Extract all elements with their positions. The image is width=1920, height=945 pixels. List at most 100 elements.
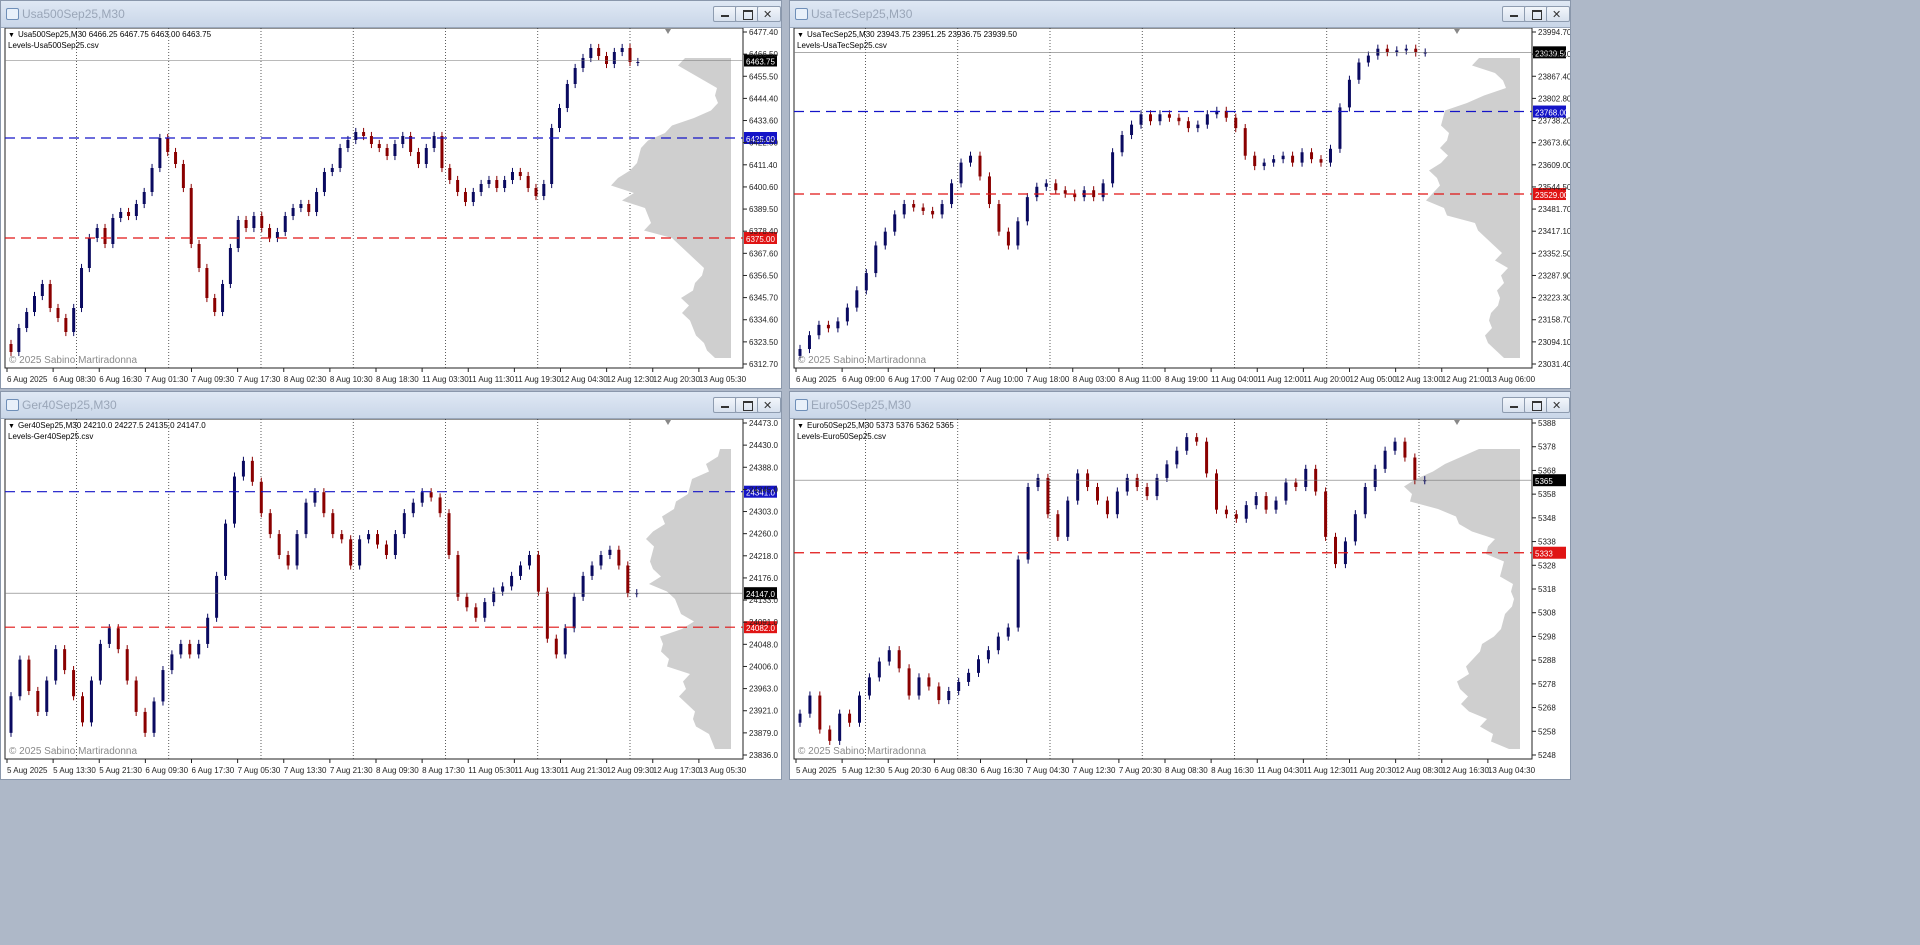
y-tick-label: 23031.40 bbox=[1538, 360, 1570, 369]
chart-shift-marker[interactable] bbox=[1454, 420, 1460, 425]
x-tick-label: 12 Aug 08:30 bbox=[1396, 766, 1444, 775]
candle-body bbox=[1338, 107, 1342, 149]
candle-body bbox=[384, 544, 388, 555]
maximize-button[interactable] bbox=[1524, 397, 1548, 413]
minimize-button[interactable] bbox=[1502, 397, 1526, 413]
candle-body bbox=[917, 677, 921, 696]
x-tick-label: 12 Aug 20:30 bbox=[653, 375, 701, 384]
candle-body bbox=[1262, 162, 1266, 167]
candle-body bbox=[836, 321, 840, 329]
candle-body bbox=[416, 152, 420, 164]
candle-body bbox=[411, 502, 415, 514]
candle-body bbox=[1158, 114, 1162, 122]
chart-menu-arrow-icon[interactable]: ▼ bbox=[8, 32, 15, 39]
y-tick-label: 23931.10 bbox=[1538, 50, 1570, 59]
window-titlebar[interactable]: Ger40Sep25,M30 bbox=[1, 392, 781, 419]
window-titlebar[interactable]: Usa500Sep25,M30 bbox=[1, 1, 781, 28]
x-tick-label: 5 Aug 2025 bbox=[7, 766, 48, 775]
price-chart[interactable]: 24147.0 24341.0 24082.0 24473.0 24430.0 24388… bbox=[1, 419, 781, 779]
price-chart[interactable]: 6463.75 6425.00 6375.00 6477.40 6466.50 6455.… bbox=[1, 28, 781, 388]
candle-body bbox=[581, 58, 585, 68]
y-tick-label: 23352.50 bbox=[1538, 249, 1570, 258]
chart-window-icon bbox=[795, 399, 808, 411]
plot-area[interactable] bbox=[4, 28, 744, 369]
candle-body bbox=[940, 204, 944, 215]
candle-body bbox=[125, 649, 129, 681]
y-tick-label: 24006.0 bbox=[749, 662, 778, 671]
chart-menu-arrow-icon[interactable]: ▼ bbox=[797, 32, 804, 39]
candle-body bbox=[402, 513, 406, 535]
x-tick-label: 8 Aug 19:00 bbox=[1165, 375, 1208, 384]
chart-window-euro50[interactable]: Euro50Sep25,M30 5365 5333 5388 5378 5368 5358… bbox=[789, 391, 1571, 780]
candle-body bbox=[921, 207, 925, 211]
candle-body bbox=[260, 216, 264, 228]
price-chart[interactable]: 5365 5333 5388 5378 5368 5358 5348 5338 5328 5318… bbox=[790, 419, 1570, 779]
close-button[interactable] bbox=[757, 6, 781, 22]
plot-area[interactable] bbox=[4, 419, 744, 760]
volume-profile bbox=[1426, 58, 1520, 358]
price-level-marker bbox=[744, 621, 777, 634]
candle-body bbox=[838, 713, 842, 741]
y-tick-label: 5388 bbox=[1538, 419, 1556, 428]
close-button[interactable] bbox=[1546, 6, 1570, 22]
chart-window-ger40[interactable]: Ger40Sep25,M30 24147.0 24341.0 24082.0 2447… bbox=[0, 391, 782, 780]
maximize-button[interactable] bbox=[735, 397, 759, 413]
window-titlebar[interactable]: UsaTecSep25,M30 bbox=[790, 1, 1570, 28]
chart-window-usa500[interactable]: Usa500Sep25,M30 6463.75 6425.00 6375.00 647… bbox=[0, 0, 782, 389]
chart-menu-arrow-icon[interactable]: ▼ bbox=[8, 423, 15, 430]
x-tick-label: 11 Aug 20:30 bbox=[1350, 766, 1397, 775]
candle-body bbox=[1353, 514, 1357, 542]
candle-body bbox=[393, 144, 397, 156]
candle-body bbox=[48, 284, 52, 308]
x-tick-label: 7 Aug 17:30 bbox=[238, 375, 281, 384]
y-tick-label: 5358 bbox=[1538, 490, 1556, 499]
plot-area[interactable] bbox=[793, 419, 1533, 760]
chart-window-usatec[interactable]: UsaTecSep25,M30 23939.50 23768.00 23529.00… bbox=[789, 0, 1571, 389]
y-tick-label: 6477.40 bbox=[749, 28, 778, 37]
candle-body bbox=[1373, 468, 1377, 487]
candle-body bbox=[1224, 110, 1228, 118]
x-tick-label: 13 Aug 05:30 bbox=[699, 766, 747, 775]
candle-body bbox=[1243, 128, 1247, 156]
plot-area[interactable] bbox=[793, 28, 1533, 369]
y-tick-label: 24260.0 bbox=[749, 530, 778, 539]
y-tick-label: 6323.50 bbox=[749, 338, 778, 347]
chart-shift-marker[interactable] bbox=[665, 420, 671, 425]
maximize-button[interactable] bbox=[735, 6, 759, 22]
y-tick-label: 6378.40 bbox=[749, 227, 778, 236]
x-tick-label: 8 Aug 18:30 bbox=[376, 375, 419, 384]
candle-body bbox=[111, 218, 115, 244]
minimize-button[interactable] bbox=[1502, 6, 1526, 22]
chart-shift-marker[interactable] bbox=[1454, 29, 1460, 34]
chart-window-icon bbox=[6, 8, 19, 20]
candle-body bbox=[161, 670, 165, 702]
candle-body bbox=[987, 176, 991, 205]
chart-shift-marker[interactable] bbox=[665, 29, 671, 34]
price-level-label: 23768.00 bbox=[1535, 109, 1569, 118]
y-tick-label: 5288 bbox=[1538, 656, 1556, 665]
candle-body bbox=[1414, 48, 1418, 53]
y-tick-label: 23963.0 bbox=[749, 685, 778, 694]
close-button[interactable] bbox=[1546, 397, 1570, 413]
candle-body bbox=[1006, 627, 1010, 637]
price-chart[interactable]: 23939.50 23768.00 23529.00 23994.70 23931.10… bbox=[790, 28, 1570, 388]
minimize-button[interactable] bbox=[713, 6, 737, 22]
candle-body bbox=[1304, 468, 1308, 487]
y-tick-label: 23094.10 bbox=[1538, 338, 1570, 347]
candle-body bbox=[1224, 509, 1228, 515]
close-button[interactable] bbox=[757, 397, 781, 413]
y-tick-label: 5308 bbox=[1538, 609, 1556, 618]
candle-body bbox=[996, 636, 1000, 651]
window-titlebar[interactable]: Euro50Sep25,M30 bbox=[790, 392, 1570, 419]
candle-body bbox=[1403, 441, 1407, 458]
candle-body bbox=[244, 220, 248, 228]
candle-body bbox=[617, 549, 621, 566]
candle-body bbox=[45, 680, 49, 712]
candle-body bbox=[1383, 450, 1387, 469]
chart-menu-arrow-icon[interactable]: ▼ bbox=[797, 423, 804, 430]
candle-body bbox=[213, 298, 217, 312]
candle-body bbox=[283, 216, 287, 232]
maximize-button[interactable] bbox=[1524, 6, 1548, 22]
candle-body bbox=[228, 248, 232, 284]
minimize-button[interactable] bbox=[713, 397, 737, 413]
